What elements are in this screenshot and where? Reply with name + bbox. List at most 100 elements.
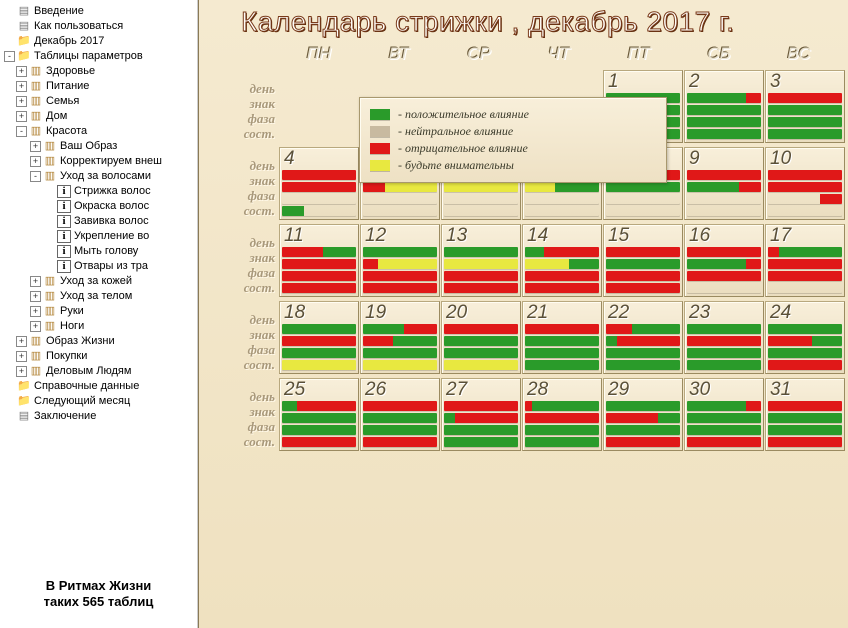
- bar-seg: [658, 413, 680, 423]
- day-cell[interactable]: 28: [522, 378, 602, 451]
- day-cell[interactable]: 3: [765, 70, 845, 143]
- tree-item[interactable]: +▥Образ Жизни: [2, 334, 195, 349]
- tree-toggle[interactable]: +: [16, 111, 27, 122]
- day-cell[interactable]: 30: [684, 378, 764, 451]
- bar-seg: [363, 283, 437, 293]
- tree-item[interactable]: 📁Декабрь 2017: [2, 34, 195, 49]
- row-label: день: [209, 81, 279, 96]
- day-cell[interactable]: 31: [765, 378, 845, 451]
- tree-item[interactable]: 📁Следующий месяц: [2, 394, 195, 409]
- tree-item[interactable]: -▥Красота: [2, 124, 195, 139]
- day-cell[interactable]: 25: [279, 378, 359, 451]
- tree-item[interactable]: iСтрижка волос: [2, 184, 195, 199]
- day-cell[interactable]: 29: [603, 378, 683, 451]
- bar-seg: [632, 324, 680, 334]
- tree-toggle[interactable]: +: [16, 96, 27, 107]
- tree-item[interactable]: ▤Введение: [2, 4, 195, 19]
- tree-item[interactable]: +▥Дом: [2, 109, 195, 124]
- tree-toggle[interactable]: +: [16, 336, 27, 347]
- tree-item[interactable]: +▥Уход за телом: [2, 289, 195, 304]
- day-cell[interactable]: 27: [441, 378, 521, 451]
- day-cell[interactable]: 2: [684, 70, 764, 143]
- bar-seg: [282, 401, 297, 411]
- tree-item[interactable]: +▥Здоровье: [2, 64, 195, 79]
- day-cell[interactable]: 11: [279, 224, 359, 297]
- bar-seg: [282, 360, 356, 370]
- bar-seg: [363, 271, 437, 281]
- tree-item[interactable]: iУкрепление во: [2, 229, 195, 244]
- tree-toggle[interactable]: +: [16, 66, 27, 77]
- tree-item[interactable]: 📁Справочные данные: [2, 379, 195, 394]
- tree-toggle[interactable]: +: [30, 291, 41, 302]
- bar: [606, 194, 680, 204]
- bar: [687, 413, 761, 423]
- tree-toggle[interactable]: -: [30, 171, 41, 182]
- day-cell[interactable]: 24: [765, 301, 845, 374]
- tree-item[interactable]: +▥Уход за кожей: [2, 274, 195, 289]
- bar-seg: [687, 105, 761, 115]
- tree-item[interactable]: -📁Таблицы параметров: [2, 49, 195, 64]
- tree-label: Справочные данные: [34, 379, 139, 394]
- tree-item[interactable]: +▥Ноги: [2, 319, 195, 334]
- tree-item[interactable]: ▤Как пользоваться: [2, 19, 195, 34]
- bar-seg: [768, 283, 842, 293]
- tree-toggle[interactable]: +: [30, 156, 41, 167]
- tree-toggle[interactable]: +: [30, 306, 41, 317]
- bar: [525, 360, 599, 370]
- bar: [687, 425, 761, 435]
- tree-item[interactable]: +▥Деловым Людям: [2, 364, 195, 379]
- tree-item[interactable]: +▥Семья: [2, 94, 195, 109]
- bar: [687, 259, 761, 269]
- day-cell[interactable]: 17: [765, 224, 845, 297]
- tree-item[interactable]: iОтвары из тра: [2, 259, 195, 274]
- day-cell[interactable]: 15: [603, 224, 683, 297]
- tree-item[interactable]: +▥Покупки: [2, 349, 195, 364]
- folder-icon: 📁: [17, 395, 31, 408]
- bar-seg: [282, 437, 356, 447]
- tree-item[interactable]: iМыть голову: [2, 244, 195, 259]
- day-number: 27: [444, 380, 518, 401]
- tree-toggle[interactable]: +: [16, 81, 27, 92]
- tree-item[interactable]: ▤Заключение: [2, 409, 195, 424]
- bar-seg: [606, 437, 680, 447]
- tree-item[interactable]: -▥Уход за волосами: [2, 169, 195, 184]
- tree-toggle[interactable]: +: [30, 321, 41, 332]
- day-cell[interactable]: 20: [441, 301, 521, 374]
- bar: [444, 194, 518, 204]
- day-cell[interactable]: 4: [279, 147, 359, 220]
- tree-toggle[interactable]: -: [16, 126, 27, 137]
- tree-item[interactable]: +▥Питание: [2, 79, 195, 94]
- bar-seg: [687, 283, 761, 293]
- day-cell[interactable]: 18: [279, 301, 359, 374]
- tree-label: Заключение: [34, 409, 96, 424]
- tree-item[interactable]: +▥Ваш Образ: [2, 139, 195, 154]
- tree-item[interactable]: iОкраска волос: [2, 199, 195, 214]
- tree-item[interactable]: +▥Корректируем внеш: [2, 154, 195, 169]
- day-cell[interactable]: 19: [360, 301, 440, 374]
- bar-seg: [297, 401, 356, 411]
- bar: [444, 324, 518, 334]
- bar: [768, 247, 842, 257]
- day-cell[interactable]: 12: [360, 224, 440, 297]
- day-cell[interactable]: 14: [522, 224, 602, 297]
- day-cell[interactable]: 22: [603, 301, 683, 374]
- tree-item[interactable]: +▥Руки: [2, 304, 195, 319]
- bar-seg: [746, 401, 761, 411]
- day-cell[interactable]: 13: [441, 224, 521, 297]
- bar: [687, 194, 761, 204]
- day-cell[interactable]: 23: [684, 301, 764, 374]
- row-label: день: [209, 312, 279, 327]
- day-cell[interactable]: 10: [765, 147, 845, 220]
- day-number: 18: [282, 303, 356, 324]
- tree-item[interactable]: iЗавивка волос: [2, 214, 195, 229]
- tree-label: Уход за кожей: [60, 274, 132, 289]
- tree-toggle[interactable]: +: [30, 276, 41, 287]
- day-cell[interactable]: 26: [360, 378, 440, 451]
- tree-toggle[interactable]: +: [16, 351, 27, 362]
- tree-toggle[interactable]: +: [30, 141, 41, 152]
- tree-toggle[interactable]: +: [16, 366, 27, 377]
- day-cell[interactable]: 16: [684, 224, 764, 297]
- day-cell[interactable]: 21: [522, 301, 602, 374]
- day-cell[interactable]: 9: [684, 147, 764, 220]
- tree-toggle[interactable]: -: [4, 51, 15, 62]
